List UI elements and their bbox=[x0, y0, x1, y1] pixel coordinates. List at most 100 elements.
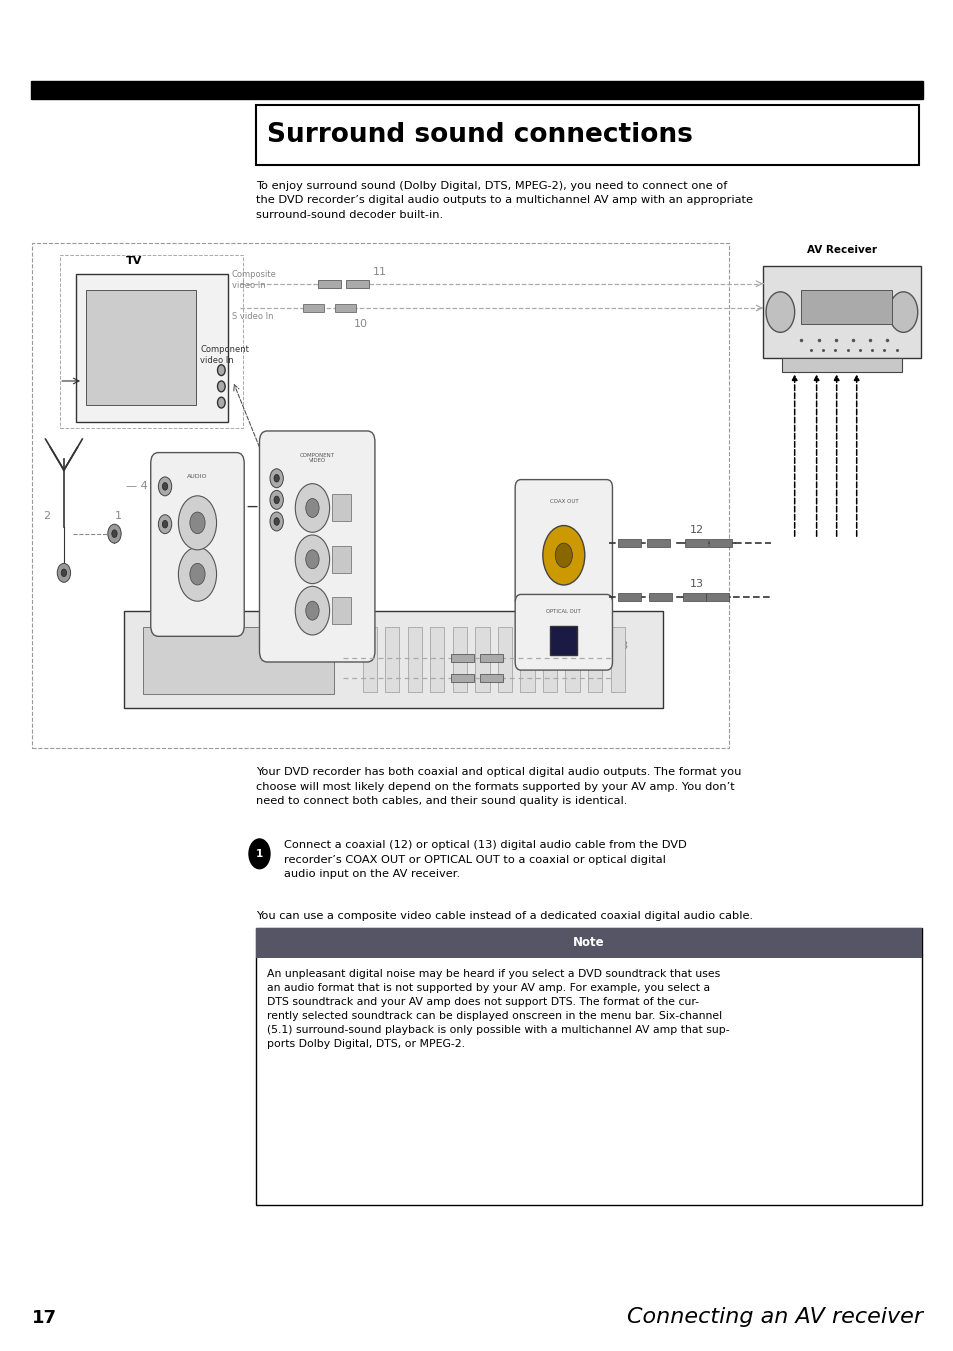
Circle shape bbox=[305, 499, 319, 517]
Text: 10: 10 bbox=[354, 319, 367, 328]
Circle shape bbox=[765, 292, 794, 332]
Bar bbox=[335, 304, 355, 312]
Circle shape bbox=[190, 512, 205, 534]
FancyBboxPatch shape bbox=[515, 480, 612, 607]
Circle shape bbox=[57, 563, 71, 582]
Circle shape bbox=[295, 535, 330, 584]
Circle shape bbox=[217, 381, 225, 392]
Bar bbox=[451, 674, 474, 682]
Bar bbox=[317, 280, 340, 288]
FancyBboxPatch shape bbox=[151, 453, 244, 636]
Bar bbox=[618, 539, 640, 547]
Circle shape bbox=[162, 482, 168, 490]
Text: DVD: DVD bbox=[173, 619, 189, 626]
Circle shape bbox=[61, 569, 67, 577]
Bar bbox=[31, 81, 923, 99]
Text: Surround sound connections: Surround sound connections bbox=[267, 122, 692, 149]
Text: OPTICAL OUT: OPTICAL OUT bbox=[546, 609, 580, 615]
Circle shape bbox=[158, 515, 172, 534]
Circle shape bbox=[178, 496, 216, 550]
Circle shape bbox=[270, 490, 283, 509]
Text: — 3: — 3 bbox=[247, 501, 270, 512]
Bar bbox=[708, 539, 731, 547]
FancyBboxPatch shape bbox=[76, 274, 228, 422]
FancyBboxPatch shape bbox=[565, 627, 579, 692]
Text: COAX OUT: COAX OUT bbox=[549, 499, 578, 504]
Text: 7: 7 bbox=[610, 685, 617, 694]
Bar bbox=[646, 539, 669, 547]
Circle shape bbox=[542, 526, 584, 585]
Text: 11: 11 bbox=[373, 267, 386, 277]
FancyBboxPatch shape bbox=[86, 290, 195, 405]
Bar bbox=[684, 539, 707, 547]
Text: S video In: S video In bbox=[232, 312, 274, 320]
FancyBboxPatch shape bbox=[762, 266, 920, 358]
FancyBboxPatch shape bbox=[255, 928, 921, 1205]
FancyBboxPatch shape bbox=[519, 627, 534, 692]
Text: — 4: — 4 bbox=[126, 481, 148, 492]
Bar bbox=[705, 593, 728, 601]
Circle shape bbox=[270, 469, 283, 488]
FancyBboxPatch shape bbox=[801, 290, 891, 324]
Bar bbox=[618, 593, 640, 601]
Text: Your DVD recorder has both coaxial and optical digital audio outputs. The format: Your DVD recorder has both coaxial and o… bbox=[255, 767, 740, 807]
FancyBboxPatch shape bbox=[453, 627, 467, 692]
Circle shape bbox=[888, 292, 917, 332]
FancyBboxPatch shape bbox=[332, 494, 351, 521]
FancyBboxPatch shape bbox=[610, 627, 624, 692]
Text: 1: 1 bbox=[114, 511, 121, 521]
FancyBboxPatch shape bbox=[255, 928, 921, 958]
Text: An unpleasant digital noise may be heard if you select a DVD soundtrack that use: An unpleasant digital noise may be heard… bbox=[267, 969, 729, 1050]
Text: Connect a coaxial (12) or optical (13) digital audio cable from the DVD
recorder: Connect a coaxial (12) or optical (13) d… bbox=[284, 840, 686, 880]
FancyBboxPatch shape bbox=[332, 546, 351, 573]
FancyBboxPatch shape bbox=[362, 627, 376, 692]
Circle shape bbox=[112, 530, 117, 538]
Text: Note: Note bbox=[572, 936, 604, 950]
FancyBboxPatch shape bbox=[124, 611, 662, 708]
Circle shape bbox=[249, 839, 270, 869]
Bar bbox=[479, 654, 502, 662]
Bar bbox=[648, 593, 671, 601]
Circle shape bbox=[162, 520, 168, 528]
Text: 13: 13 bbox=[689, 580, 702, 589]
Text: 17: 17 bbox=[31, 1309, 56, 1327]
FancyBboxPatch shape bbox=[332, 597, 351, 624]
Bar bbox=[346, 280, 369, 288]
Circle shape bbox=[274, 517, 279, 526]
Text: Connecting an AV receiver: Connecting an AV receiver bbox=[627, 1306, 923, 1327]
Circle shape bbox=[158, 477, 172, 496]
FancyBboxPatch shape bbox=[385, 627, 399, 692]
FancyBboxPatch shape bbox=[475, 627, 489, 692]
Text: TV: TV bbox=[126, 257, 143, 266]
Circle shape bbox=[295, 484, 330, 532]
Circle shape bbox=[305, 550, 319, 569]
Text: 12: 12 bbox=[689, 526, 702, 535]
Text: Composite
video In: Composite video In bbox=[232, 270, 276, 290]
FancyBboxPatch shape bbox=[407, 627, 421, 692]
FancyBboxPatch shape bbox=[515, 594, 612, 670]
Text: AUDIO: AUDIO bbox=[187, 474, 208, 480]
Circle shape bbox=[108, 524, 121, 543]
Circle shape bbox=[270, 512, 283, 531]
Text: Component
video In: Component video In bbox=[200, 345, 249, 365]
FancyBboxPatch shape bbox=[259, 431, 375, 662]
Text: AV Receiver: AV Receiver bbox=[806, 246, 876, 255]
Bar bbox=[303, 304, 324, 312]
Text: 8: 8 bbox=[619, 642, 626, 651]
Text: 1: 1 bbox=[255, 848, 263, 859]
Bar bbox=[479, 674, 502, 682]
FancyBboxPatch shape bbox=[781, 358, 901, 372]
FancyBboxPatch shape bbox=[550, 626, 577, 655]
FancyBboxPatch shape bbox=[143, 627, 334, 694]
FancyBboxPatch shape bbox=[542, 627, 557, 692]
Circle shape bbox=[178, 547, 216, 601]
Bar bbox=[451, 654, 474, 662]
FancyBboxPatch shape bbox=[497, 627, 512, 692]
FancyBboxPatch shape bbox=[587, 627, 601, 692]
Circle shape bbox=[217, 397, 225, 408]
Circle shape bbox=[295, 586, 330, 635]
Text: To enjoy surround sound (Dolby Digital, DTS, MPEG-2), you need to connect one of: To enjoy surround sound (Dolby Digital, … bbox=[255, 181, 752, 220]
Circle shape bbox=[217, 365, 225, 376]
Text: You can use a composite video cable instead of a dedicated coaxial digital audio: You can use a composite video cable inst… bbox=[255, 911, 752, 920]
Text: COMPONENT
VIDEO: COMPONENT VIDEO bbox=[299, 453, 335, 463]
